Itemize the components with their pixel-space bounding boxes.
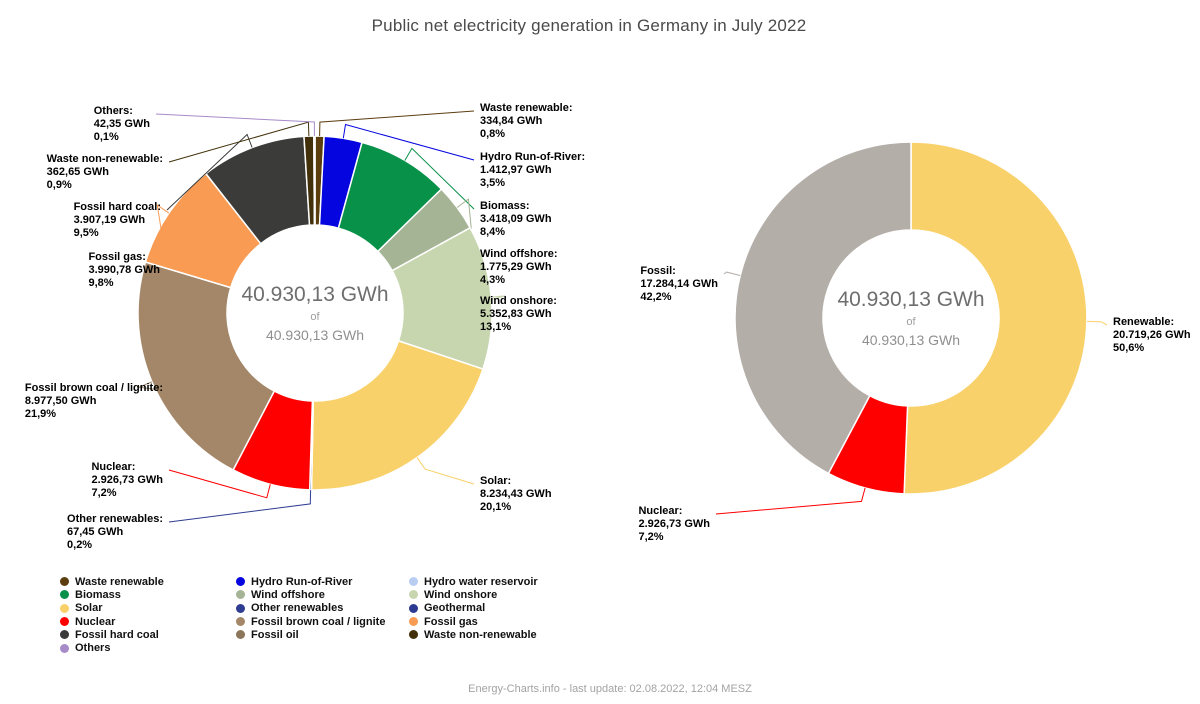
legend-item-fossil-brown-coal-lignite[interactable]: Fossil brown coal / lignite (236, 615, 385, 628)
footer-attribution: Energy-Charts.info - last update: 02.08.… (468, 683, 752, 695)
legend-swatch-waste-non-renewable (409, 630, 418, 640)
label-line-others (155, 113, 315, 136)
pie-slice-others[interactable] (313, 135, 316, 226)
legend-item-nuclear[interactable]: Nuclear (60, 615, 164, 628)
legend-label: Hydro water reservoir (424, 575, 538, 588)
legend-item-biomass[interactable]: Biomass (60, 588, 164, 601)
legend-label: Hydro Run-of-River (251, 575, 353, 588)
legend-column-3: Hydro water reservoir Wind onshore Geother… (409, 575, 538, 641)
legend-column-1: Waste renewable Biomass Solar Nuclear Fossil… (60, 575, 164, 655)
label-line-wind-onshore (473, 295, 506, 305)
legend-column-2: Hydro Run-of-River Wind offshore Other ren… (236, 575, 385, 641)
pie-slice-solar[interactable] (310, 340, 484, 491)
donut-by-group (715, 141, 1108, 515)
legend-item-solar[interactable]: Solar (60, 602, 164, 615)
legend-item-waste-renewable[interactable]: Waste renewable (60, 575, 164, 588)
legend-swatch-hydro-run-of-river (236, 577, 245, 587)
legend-swatch-biomass (60, 590, 69, 600)
legend-label: Biomass (75, 588, 121, 601)
legend-label: Wind offshore (251, 588, 325, 601)
label-line-fossil-gas (156, 204, 170, 261)
legend-swatch-wind-offshore (236, 590, 245, 600)
legend-item-geothermal[interactable]: Geothermal (409, 602, 538, 615)
legend-swatch-others (60, 643, 69, 653)
legend-swatch-wind-onshore (409, 590, 418, 600)
legend-item-wind-offshore[interactable]: Wind offshore (236, 588, 385, 601)
chart-title: Public net electricity generation in Ger… (371, 16, 807, 35)
legend-swatch-fossil-gas (409, 617, 418, 627)
legend-swatch-waste-renewable (60, 577, 69, 587)
legend-label: Solar (75, 602, 103, 615)
label-line-renewable (1086, 320, 1108, 326)
label-line-fossil-hard-coal (166, 133, 253, 211)
legend-label: Fossil oil (251, 628, 299, 641)
legend-label: Waste renewable (75, 575, 164, 588)
label-line-fossil-brown-coal-lignite (137, 381, 170, 392)
legend-item-other-renewables[interactable]: Other renewables (236, 602, 385, 615)
legend-item-others[interactable]: Others (60, 641, 164, 654)
legend-label: Nuclear (75, 615, 116, 628)
legend-item-fossil-hard-coal[interactable]: Fossil hard coal (60, 628, 164, 641)
legend-swatch-fossil-hard-coal (60, 630, 69, 640)
legend-item-fossil-gas[interactable]: Fossil gas (409, 615, 538, 628)
legend-label: Other renewables (251, 602, 344, 615)
legend-swatch-fossil-oil (236, 630, 245, 640)
legend-label: Fossil brown coal / lignite (251, 615, 386, 628)
label-line-waste-renewable (319, 110, 475, 137)
legend-swatch-fossil-brown-coal-lignite (236, 617, 245, 627)
legend-swatch-solar (60, 603, 69, 613)
pie-slice-fossil-brown-coal-lignite[interactable] (137, 261, 276, 471)
legend-item-hydro-water-reservoir[interactable]: Hydro water reservoir (409, 575, 538, 588)
legend-label: Fossil hard coal (75, 628, 159, 641)
legend-label: Fossil gas (424, 615, 478, 628)
legend-swatch-hydro-water-reservoir (409, 577, 418, 587)
legend-label: Others (75, 642, 111, 655)
legend-label: Geothermal (424, 602, 486, 615)
donut-by-source (137, 110, 506, 523)
legend-swatch-other-renewables (236, 603, 245, 613)
label-line-solar (416, 457, 475, 485)
label-line-biomass (404, 147, 475, 210)
pie-slice-fossil[interactable] (734, 141, 912, 475)
label-line-hydro-run-of-river (342, 123, 475, 161)
legend-item-fossil-oil[interactable]: Fossil oil (236, 628, 385, 641)
legend-item-waste-non-renewable[interactable]: Waste non-renewable (409, 628, 538, 641)
legend-label: Wind onshore (424, 588, 498, 601)
legend-label: Waste non-renewable (424, 628, 537, 641)
label-line-nuclear (168, 469, 271, 499)
legend: Waste renewable Biomass Solar Nuclear Fossil… (0, 575, 1200, 665)
pie-slice-renewable[interactable] (903, 141, 1088, 495)
legend-item-wind-onshore[interactable]: Wind onshore (409, 588, 538, 601)
label-line-fossil (723, 271, 741, 276)
label-line-nuclear (715, 487, 866, 515)
legend-swatch-nuclear (60, 617, 69, 627)
label-line-other-renewables (168, 489, 312, 523)
legend-swatch-geothermal (409, 603, 418, 613)
legend-item-hydro-run-of-river[interactable]: Hydro Run-of-River (236, 575, 385, 588)
